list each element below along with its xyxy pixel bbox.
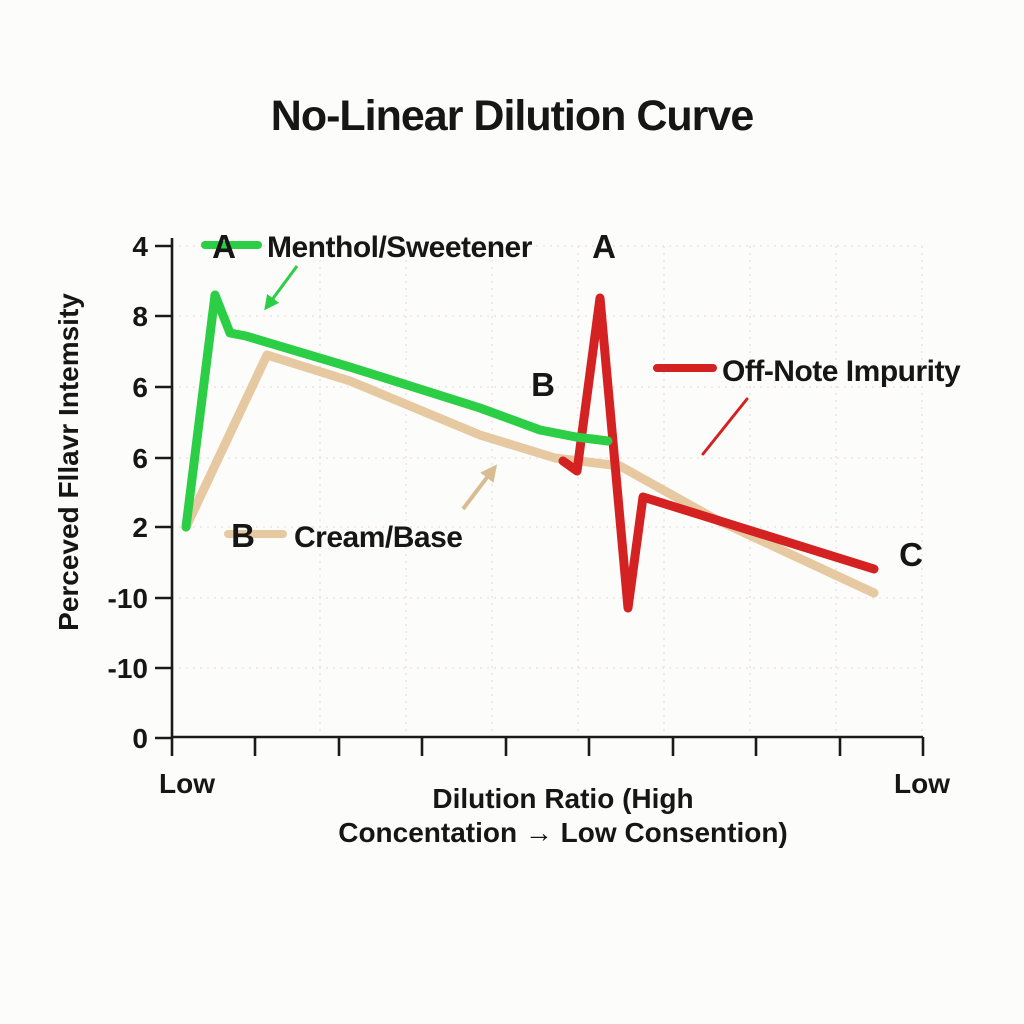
cream-leader-arrow — [461, 464, 498, 511]
y-axis-title: Perceved Fllavr Intemsity — [53, 293, 84, 631]
y-tick-labels: 4 8 6 6 2 -10 -10 0 — [108, 231, 149, 754]
legend-label-cream: Cream/Base — [294, 521, 462, 554]
x-axis-title-line2: Concentation → Low Consention) — [338, 817, 788, 848]
x-end-label-left: Low — [159, 768, 215, 799]
marker-letter-a-green: A — [212, 228, 236, 265]
y-tick-label: 8 — [132, 301, 148, 332]
y-tick-label: 6 — [132, 372, 148, 403]
y-tick-label: 2 — [132, 512, 148, 543]
legend-label-menthol: Menthol/Sweetener — [267, 231, 533, 264]
legend-label-offnote: Off-Note Impurity — [722, 355, 961, 388]
marker-letter-b-legend: B — [231, 517, 255, 554]
marker-letter-b-curve: B — [531, 366, 555, 403]
y-tick-label: -10 — [108, 653, 148, 684]
y-tick-label: -10 — [108, 583, 148, 614]
menthol-sweetener-line — [181, 290, 613, 532]
y-tick-label: 6 — [132, 443, 148, 474]
menthol-leader-arrow — [264, 265, 299, 311]
gridlines — [172, 245, 923, 737]
y-tick-label: 0 — [132, 723, 148, 754]
marker-letter-a-red: A — [592, 228, 616, 265]
off-note-impurity-line — [558, 293, 879, 613]
marker-letter-c-red: C — [899, 536, 923, 573]
y-tick-label: 4 — [132, 231, 148, 262]
x-axis-title-line1: Dilution Ratio (High — [432, 783, 693, 814]
x-end-label-right: Low — [894, 768, 950, 799]
chart-title: No-Linear Dilution Curve — [271, 92, 754, 140]
offnote-leader-line — [701, 397, 749, 456]
axes — [155, 238, 925, 756]
cream-base-line — [181, 350, 879, 598]
